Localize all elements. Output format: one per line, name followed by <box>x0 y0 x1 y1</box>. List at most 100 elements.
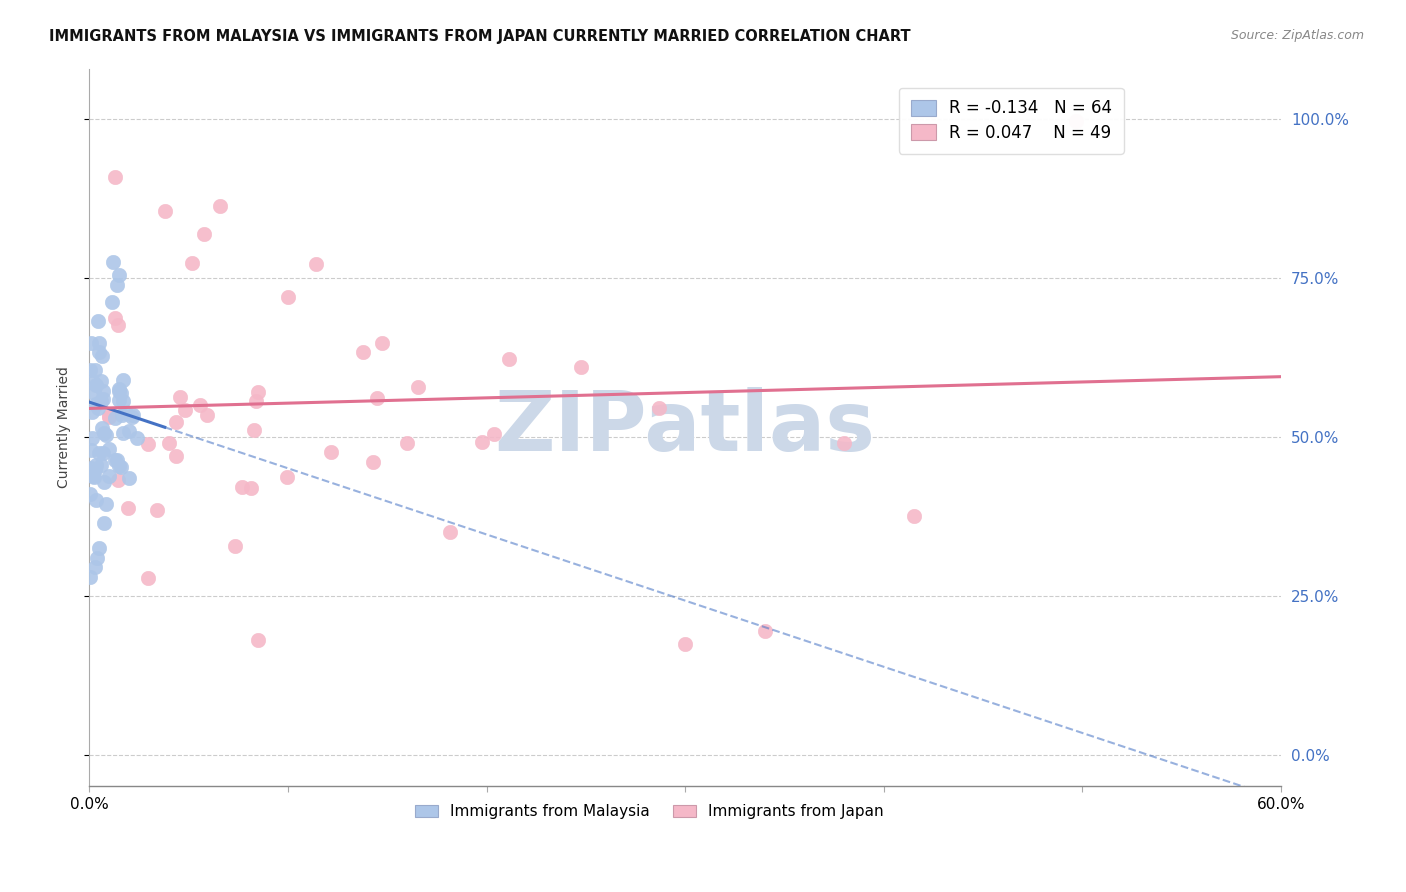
Point <box>321 445 343 459</box>
Text: Source: ZipAtlas.com: Source: ZipAtlas.com <box>1230 29 1364 42</box>
Point <box>82 405 104 419</box>
Point <box>80 461 103 475</box>
Point <box>165 415 187 429</box>
Point <box>82 431 104 445</box>
Point <box>84 363 107 377</box>
Point <box>104 169 127 184</box>
Point <box>84 377 107 392</box>
Point <box>118 470 141 484</box>
Point <box>89 344 111 359</box>
Point <box>91 392 114 406</box>
Point <box>157 436 180 450</box>
Point <box>94 497 117 511</box>
Point <box>110 460 132 475</box>
Point <box>84 560 107 574</box>
Point <box>276 469 298 483</box>
Point <box>111 393 134 408</box>
Point <box>91 446 114 460</box>
Point <box>165 450 187 464</box>
Point <box>93 475 115 490</box>
Point <box>105 277 128 292</box>
Point <box>471 435 494 450</box>
Point <box>83 386 105 401</box>
Y-axis label: Currently Married: Currently Married <box>58 367 72 489</box>
Point <box>87 401 110 416</box>
Point <box>93 516 115 531</box>
Point <box>754 624 776 638</box>
Point <box>89 541 111 556</box>
Point <box>90 349 112 363</box>
Point <box>86 550 108 565</box>
Point <box>97 468 120 483</box>
Point <box>107 459 129 474</box>
Legend: Immigrants from Malaysia, Immigrants from Japan: Immigrants from Malaysia, Immigrants fro… <box>409 798 890 825</box>
Point <box>86 314 108 328</box>
Point <box>173 403 195 417</box>
Point <box>1066 113 1088 128</box>
Point <box>86 493 108 508</box>
Point <box>498 352 520 367</box>
Point <box>101 295 124 310</box>
Point <box>110 385 132 400</box>
Point <box>246 633 269 648</box>
Point <box>79 570 101 584</box>
Point <box>82 375 104 389</box>
Point <box>366 391 388 405</box>
Point <box>108 268 131 282</box>
Point <box>243 423 266 437</box>
Point <box>115 406 138 420</box>
Point <box>84 463 107 477</box>
Point <box>80 336 103 351</box>
Point <box>98 409 121 424</box>
Point <box>169 390 191 404</box>
Point <box>832 436 855 450</box>
Point <box>79 363 101 377</box>
Point <box>408 379 430 393</box>
Point <box>91 420 114 434</box>
Point <box>105 452 128 467</box>
Point <box>371 336 394 351</box>
Point <box>231 480 253 494</box>
Point <box>83 469 105 483</box>
Point <box>108 384 131 398</box>
Point <box>104 453 127 467</box>
Point <box>98 409 121 424</box>
Point <box>188 398 211 412</box>
Point <box>482 427 505 442</box>
Point <box>673 636 696 650</box>
Point <box>108 382 131 396</box>
Point <box>363 455 385 469</box>
Point <box>224 539 246 553</box>
Point <box>107 318 129 332</box>
Point <box>136 571 159 585</box>
Text: ZIPatlas: ZIPatlas <box>495 387 876 468</box>
Text: IMMIGRANTS FROM MALAYSIA VS IMMIGRANTS FROM JAPAN CURRENTLY MARRIED CORRELATION : IMMIGRANTS FROM MALAYSIA VS IMMIGRANTS F… <box>49 29 911 44</box>
Point <box>193 227 215 241</box>
Point <box>197 408 219 422</box>
Point <box>277 290 299 304</box>
Point <box>903 509 925 524</box>
Point <box>93 425 115 440</box>
Point <box>118 425 141 439</box>
Point <box>353 345 375 359</box>
Point <box>111 409 134 423</box>
Point <box>84 458 107 472</box>
Point <box>89 446 111 460</box>
Point <box>240 481 263 495</box>
Point <box>79 487 101 501</box>
Point <box>101 255 124 269</box>
Point <box>117 501 139 516</box>
Point <box>104 310 127 325</box>
Point <box>90 375 112 389</box>
Point <box>91 384 114 398</box>
Point <box>104 411 127 425</box>
Point <box>80 442 103 457</box>
Point <box>90 394 112 409</box>
Point <box>111 425 134 440</box>
Point <box>121 409 143 424</box>
Point <box>648 401 671 415</box>
Point <box>125 431 148 445</box>
Point <box>245 393 267 408</box>
Point <box>107 392 129 407</box>
Point <box>209 199 232 213</box>
